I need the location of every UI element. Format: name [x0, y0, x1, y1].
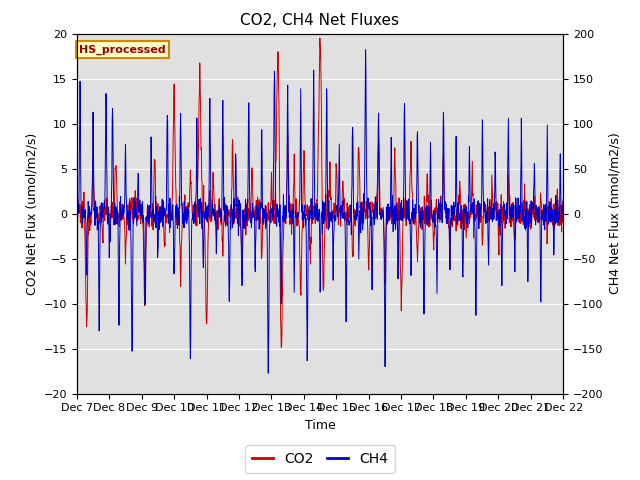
Y-axis label: CH4 Net Flux (nmol/m2/s): CH4 Net Flux (nmol/m2/s) [609, 133, 622, 294]
Text: HS_processed: HS_processed [79, 44, 166, 55]
X-axis label: Time: Time [305, 419, 335, 432]
Y-axis label: CO2 Net Flux (umol/m2/s): CO2 Net Flux (umol/m2/s) [25, 132, 38, 295]
Title: CO2, CH4 Net Fluxes: CO2, CH4 Net Fluxes [241, 13, 399, 28]
Legend: CO2, CH4: CO2, CH4 [245, 445, 395, 473]
